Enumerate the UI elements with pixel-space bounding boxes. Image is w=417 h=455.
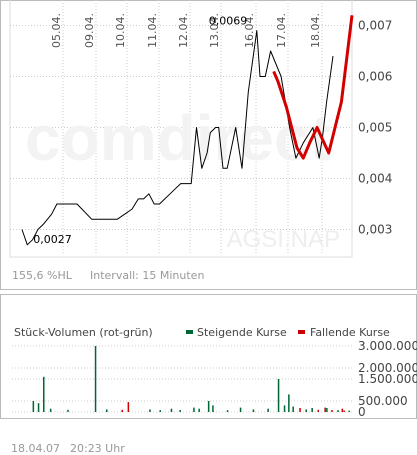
footer-timestamp: 18.04.07 20:23 Uhr: [4, 429, 135, 455]
max-value-label: 0,0069: [209, 15, 248, 28]
volume-bar: [121, 409, 123, 412]
volume-bar: [292, 406, 294, 412]
volume-bars: [32, 346, 350, 412]
min-value-label: 0,0027: [33, 233, 72, 246]
volume-chart: Stück-Volumen (rot-grün) Steigende Kurse…: [0, 294, 417, 419]
volume-chart-frame: [0, 294, 417, 419]
volume-bar: [343, 410, 345, 412]
x-axis-ticks: 05.04. 09.04. 10.04. 11.04. 12.04. 13.04. 16.0…: [50, 13, 322, 48]
volume-bar: [106, 409, 108, 412]
volume-bar: [207, 401, 210, 412]
volume-bar: [305, 409, 307, 412]
volume-bar: [179, 410, 181, 412]
volume-bar: [283, 405, 286, 412]
price-annotations: 0,0069 0,0027: [33, 15, 247, 246]
volume-bar: [267, 408, 269, 412]
watermark-brand: comdirect: [25, 102, 331, 174]
legend-rising-label: Steigende Kurse: [197, 326, 287, 339]
volume-bar: [149, 409, 151, 412]
x-tick-label: 10.04.: [114, 13, 127, 48]
y-tick-label: 0,005: [358, 121, 392, 135]
x-tick-label: 05.04.: [50, 13, 63, 48]
volume-bar: [239, 407, 242, 412]
volume-y-tick-label: 1.500.000: [358, 372, 417, 386]
volume-bar: [326, 408, 328, 412]
volume-bar: [212, 405, 214, 412]
volume-bar: [324, 407, 326, 412]
volume-bar: [159, 410, 161, 412]
volume-title: Stück-Volumen (rot-grün): [14, 326, 153, 339]
volume-bar: [43, 376, 45, 412]
price-grid: [10, 0, 352, 255]
watermark: comdirect AGSI.NAP: [25, 102, 340, 253]
legend-falling-label: Fallende Kurse: [310, 326, 390, 339]
x-tick-label: 12.04.: [177, 13, 190, 48]
volume-bar: [348, 410, 350, 412]
volume-bar: [32, 401, 35, 412]
y-axis-ticks: 0,007 0,006 0,005 0,004 0,003: [358, 19, 392, 237]
volume-bar: [170, 408, 173, 412]
volume-bar: [311, 408, 313, 412]
x-tick-label: 18.04.: [309, 13, 322, 48]
volume-bar: [94, 346, 97, 412]
x-tick-label: 17.04.: [275, 13, 288, 48]
watermark-source: AGSI.NAP: [227, 226, 340, 253]
volume-bar: [198, 408, 200, 412]
volume-y-tick-label: 500.000: [358, 394, 408, 408]
volume-bar: [49, 408, 52, 412]
volume-bar: [337, 410, 339, 412]
x-tick-label: 11.04.: [146, 13, 159, 48]
footer-date: 18.04.07: [11, 442, 60, 455]
volume-y-tick-label: 0: [358, 405, 366, 419]
x-tick-label: 13.04.: [208, 13, 221, 48]
volume-bar: [299, 408, 301, 412]
volume-bar: [252, 409, 255, 412]
legend-rising-swatch: [186, 330, 193, 334]
volume-bar: [331, 410, 333, 412]
volume-bar: [341, 408, 344, 412]
legend-falling-swatch: [298, 330, 305, 334]
volume-bar: [226, 410, 229, 412]
volume-y-tick-label: 3.000.000: [358, 339, 417, 353]
footer-time: 20:23 Uhr: [69, 442, 125, 455]
y-tick-label: 0,007: [358, 19, 392, 33]
x-tick-label: 16.04.: [243, 13, 256, 48]
interval-label: Intervall: 15 Minuten: [90, 269, 204, 282]
volume-bar: [317, 409, 319, 412]
x-tick-label: 09.04.: [83, 13, 96, 48]
volume-legend: Steigende Kurse Fallende Kurse: [186, 326, 390, 339]
volume-bar: [288, 394, 290, 412]
volume-bar: [67, 409, 69, 412]
volume-y-tick-label: 2.000.000: [358, 361, 417, 375]
y-tick-label: 0,003: [358, 223, 392, 237]
price-chart: comdirect AGSI.NAP 05.04. 09.04. 10.04. 11.…: [0, 0, 417, 290]
price-series: [21, 15, 354, 246]
trend-line-red: [272, 15, 354, 160]
volume-bar: [37, 403, 40, 412]
percent-hl-label: 155,6 %HL: [12, 269, 73, 282]
volume-bar: [193, 407, 195, 412]
y-tick-label: 0,004: [358, 172, 392, 186]
volume-bar: [277, 379, 280, 412]
y-tick-label: 0,006: [358, 70, 392, 84]
volume-bar: [127, 402, 130, 412]
